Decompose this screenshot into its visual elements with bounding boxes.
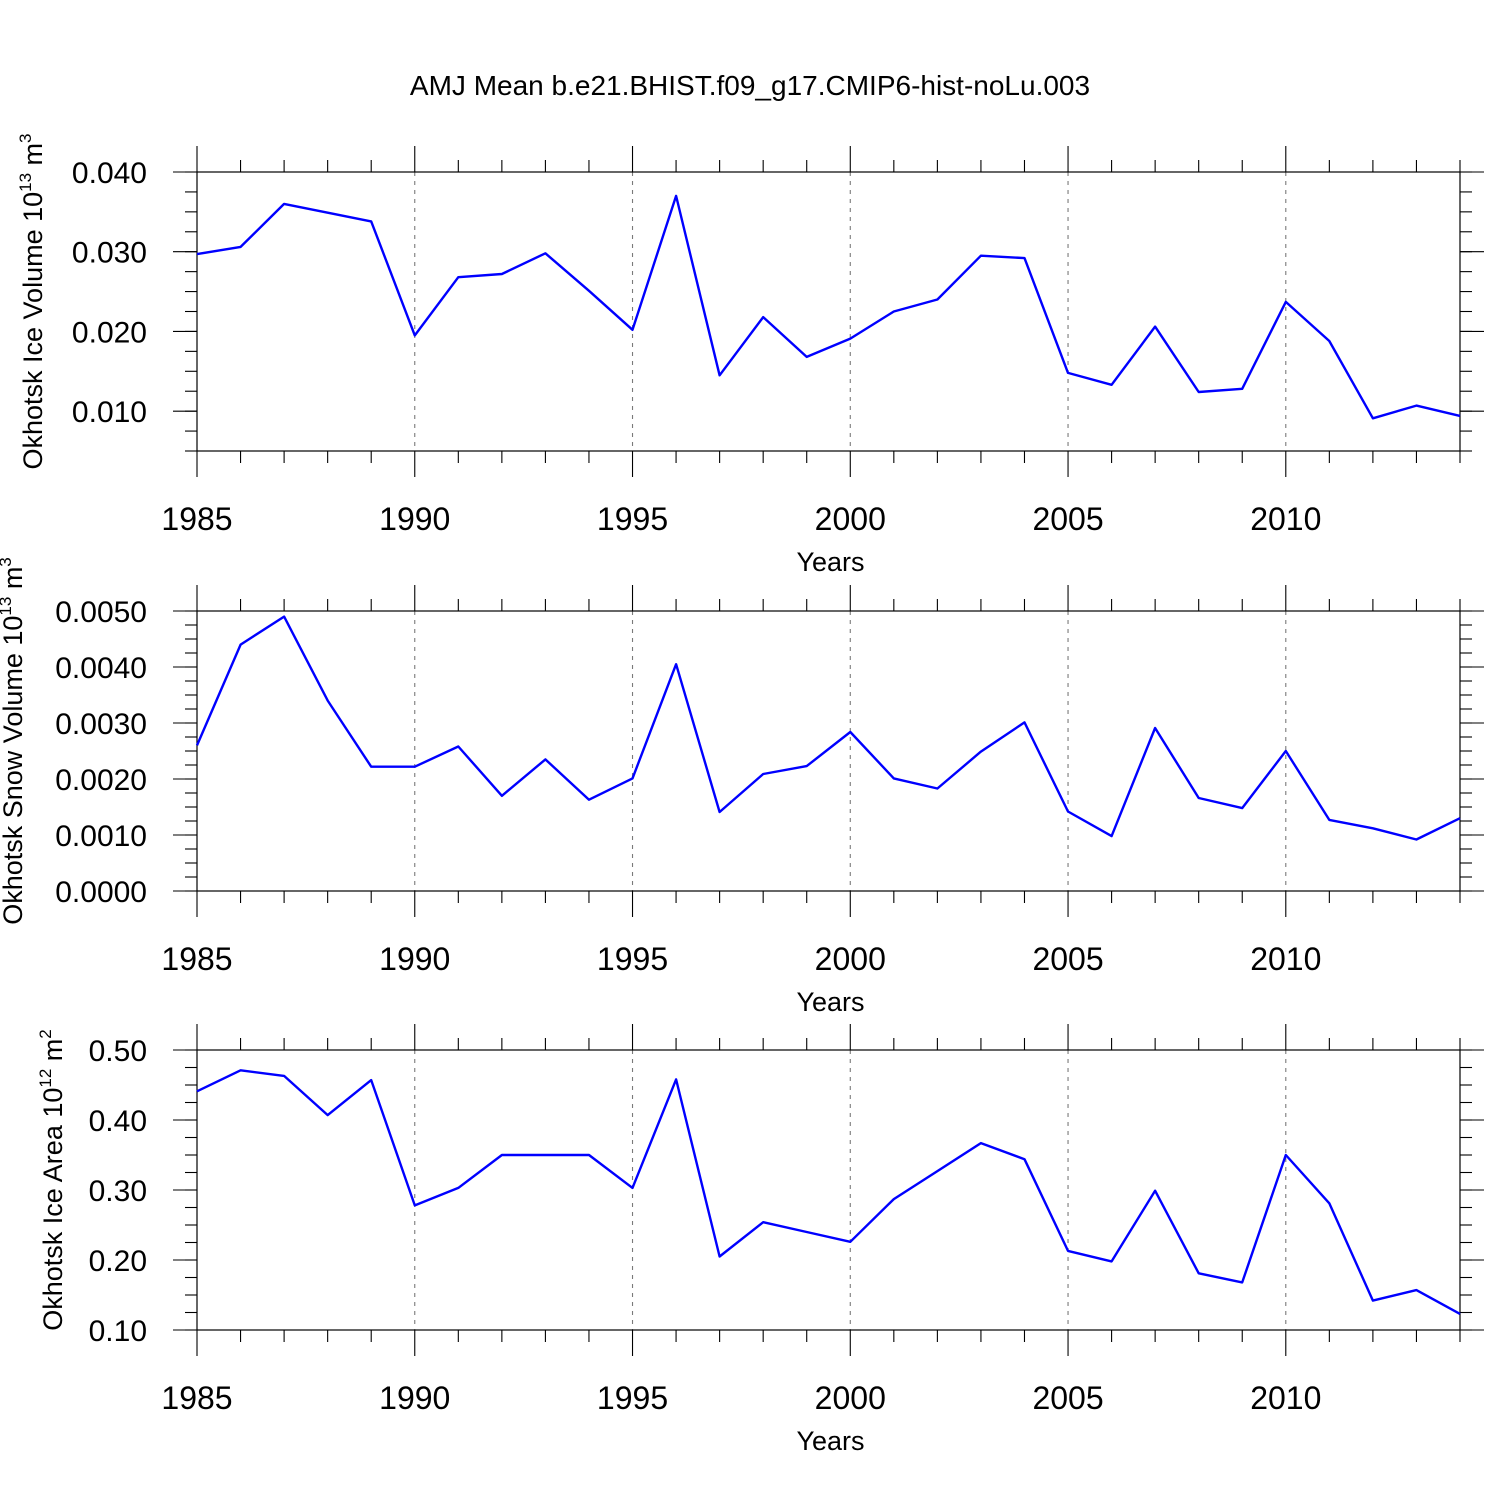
figure-title: AMJ Mean b.e21.BHIST.f09_g17.CMIP6-hist-… xyxy=(410,70,1090,101)
y-tick-label: 0.0030 xyxy=(55,708,147,741)
x-tick-label: 2010 xyxy=(1250,501,1321,537)
y-tick-label: 0.0000 xyxy=(55,876,147,909)
plot-frame xyxy=(196,1049,1461,1331)
y-tick-label: 0.0040 xyxy=(55,652,147,685)
y-tick-label: 0.0020 xyxy=(55,764,147,797)
y-axis-label-unit: m xyxy=(18,143,48,173)
x-tick-label: 1995 xyxy=(597,501,668,537)
x-tick-label: 1985 xyxy=(161,501,232,537)
x-tick-label: 1990 xyxy=(379,941,450,977)
y-tick-label: 0.30 xyxy=(89,1175,147,1208)
y-axis-label-text: Okhotsk Ice Area 10 xyxy=(38,1088,68,1331)
x-axis-label: Years xyxy=(796,547,864,577)
y-tick-label: 0.0010 xyxy=(55,820,147,853)
y-axis-label-unit-exponent: 3 xyxy=(0,557,15,566)
x-axis-label: Years xyxy=(796,1426,864,1456)
x-tick-label: 2005 xyxy=(1032,941,1103,977)
y-axis-label-exponent: 13 xyxy=(16,173,35,192)
y-axis-label-text: Okhotsk Ice Volume 10 xyxy=(18,192,48,470)
x-tick-label: 1990 xyxy=(379,501,450,537)
x-tick-label: 1990 xyxy=(379,1380,450,1416)
y-axis-label: Okhotsk Snow Volume 1013 m3 xyxy=(0,557,28,925)
plot-frame xyxy=(196,610,1461,892)
panels: 0.010 0.020 0.030 0.040 1985 1990 1995 2000 2005… xyxy=(0,133,1484,1456)
panel-2: 0.0000 0.0010 0.0020 0.0030 0.0040 0.0050 1985… xyxy=(0,557,1484,1017)
y-tick-label: 0.030 xyxy=(72,237,147,270)
y-axis-label-unit-exponent: 2 xyxy=(36,1029,55,1038)
series-line xyxy=(196,194,1461,420)
x-tick-label: 2010 xyxy=(1250,1380,1321,1416)
y-axis-label-unit: m xyxy=(38,1039,68,1069)
y-axis-label-exponent: 12 xyxy=(36,1069,55,1088)
series-line xyxy=(195,615,1461,841)
y-axis-label-unit-exponent: 3 xyxy=(16,133,35,142)
y-axis-label-exponent: 13 xyxy=(0,597,15,616)
y-tick-label: 0.020 xyxy=(72,316,147,349)
x-tick-label: 2005 xyxy=(1032,501,1103,537)
x-tick-label: 2000 xyxy=(815,941,886,977)
y-tick-label: 0.010 xyxy=(72,396,147,429)
y-tick-label: 0.50 xyxy=(89,1035,147,1068)
y-tick-label: 0.20 xyxy=(89,1245,147,1278)
y-tick-label: 0.40 xyxy=(89,1105,147,1138)
y-axis-label-text: Okhotsk Snow Volume 10 xyxy=(0,616,28,925)
x-tick-label: 2000 xyxy=(815,501,886,537)
panel-1: 0.010 0.020 0.030 0.040 1985 1990 1995 2000 2005… xyxy=(16,133,1484,577)
x-tick-label: 2010 xyxy=(1250,941,1321,977)
y-tick-label: 0.0050 xyxy=(55,596,147,629)
x-tick-label: 2005 xyxy=(1032,1380,1103,1416)
y-axis-label: Okhotsk Ice Volume 1013 m3 xyxy=(16,133,48,469)
x-tick-label: 1985 xyxy=(161,1380,232,1416)
y-tick-label: 0.040 xyxy=(72,157,147,190)
x-tick-label: 1985 xyxy=(161,941,232,977)
panel-3: 0.10 0.20 0.30 0.40 0.50 1985 1990 1995 2000 2005… xyxy=(36,1024,1484,1456)
y-axis-label-unit: m xyxy=(0,567,28,597)
y-axis-label: Okhotsk Ice Area 1012 m2 xyxy=(36,1029,68,1331)
y-tick-label: 0.10 xyxy=(89,1315,147,1348)
x-tick-label: 2000 xyxy=(815,1380,886,1416)
series-line xyxy=(196,1069,1461,1315)
x-axis-label: Years xyxy=(796,987,864,1017)
x-tick-label: 1995 xyxy=(597,941,668,977)
plot-frame xyxy=(196,171,1461,452)
x-tick-label: 1995 xyxy=(597,1380,668,1416)
